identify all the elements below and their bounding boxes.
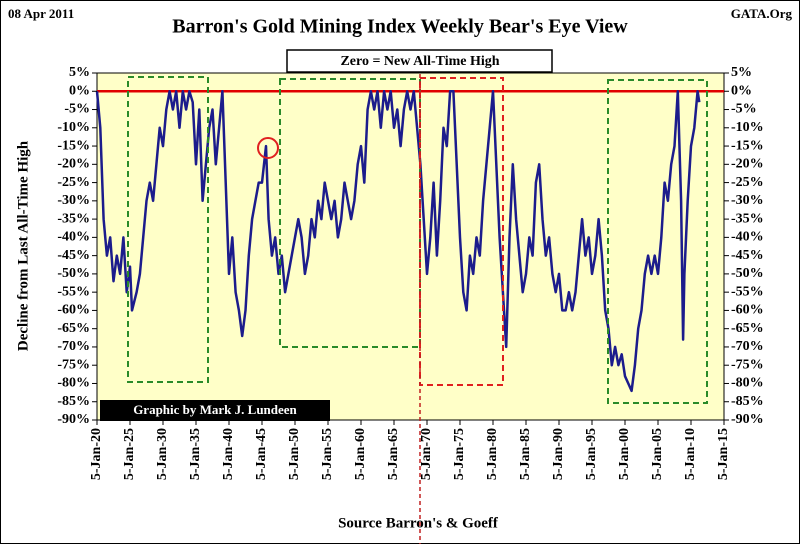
credit-box (100, 400, 330, 421)
plot (95, 90, 724, 393)
y-tick-label: -55% (57, 284, 90, 299)
y2-tick-label: -30% (731, 193, 764, 208)
x-tick-label: 5-Jan-70 (419, 428, 434, 480)
annotation-box (286, 49, 553, 73)
x-tick-label: 5-Jan-00 (617, 428, 632, 480)
y2-tick-label: -90% (731, 412, 764, 427)
annotation-boxes (127, 76, 708, 404)
y2-tick-label: 5% (731, 65, 752, 80)
y2-tick-label: -25% (731, 175, 764, 190)
x-tick-label: 5-Jan-65 (386, 428, 401, 480)
green-box (607, 79, 708, 404)
x-tick-label: 5-Jan-45 (254, 428, 269, 480)
y-tick-label: -70% (57, 339, 90, 354)
y2-tick-label: -15% (731, 138, 764, 153)
x-tick-label: 5-Jan-50 (287, 428, 302, 480)
x-tick-label: 5-Jan-15 (716, 428, 731, 480)
series-line (95, 90, 701, 393)
x-tick-label: 5-Jan-60 (353, 428, 368, 480)
green-box (127, 76, 209, 383)
x-axis-label: Source Barron's & Goeff (338, 515, 499, 531)
y-tick-label: -5% (64, 102, 90, 117)
y2-tick-label: -45% (731, 248, 764, 263)
y2-tick-label: -35% (731, 211, 764, 226)
x-tick-label: 5-Jan-55 (320, 428, 335, 480)
credit: Graphic by Mark J. Lundeen (133, 402, 297, 417)
y2-tick-label: -40% (731, 230, 764, 245)
x-tick-label: 5-Jan-80 (485, 428, 500, 480)
x-tick-label: 5-Jan-20 (89, 428, 104, 480)
y-tick-label: 0% (69, 83, 90, 98)
x-tick-label: 5-Jan-35 (188, 428, 203, 480)
y-tick-label: -10% (57, 120, 90, 135)
y-tick-label: 5% (69, 65, 90, 80)
y-tick-label: -85% (57, 394, 90, 409)
date-label: 08 Apr 2011 (8, 6, 74, 21)
x-tick-label: 5-Jan-25 (122, 428, 137, 480)
y2-tick-label: -65% (731, 321, 764, 336)
y-axis-label: Decline from Last All-Time High (15, 140, 31, 351)
y2-tick-label: -70% (731, 339, 764, 354)
y-tick-label: -35% (57, 211, 90, 226)
red-box (419, 77, 504, 386)
y-tick-label: -15% (57, 138, 90, 153)
y2-tick-label: -20% (731, 157, 764, 172)
plot-area (96, 72, 725, 421)
y2-tick-label: -75% (731, 357, 764, 372)
y-tick-label: -20% (57, 157, 90, 172)
y2-tick-label: -85% (731, 394, 764, 409)
y-tick-label: -75% (57, 357, 90, 372)
y-tick-label: -90% (57, 412, 90, 427)
y-tick-label: -30% (57, 193, 90, 208)
y-tick-label: -40% (57, 230, 90, 245)
y2-tick-label: -50% (731, 266, 764, 281)
y2-tick-label: -80% (731, 376, 764, 391)
x-tick-label: 5-Jan-05 (650, 428, 665, 480)
x-tick-label: 5-Jan-95 (584, 428, 599, 480)
y2-tick-label: -60% (731, 303, 764, 318)
source-label: GATA.Org (731, 6, 793, 21)
x-tick-label: 5-Jan-10 (683, 428, 698, 480)
chart-title: Barron's Gold Mining Index Weekly Bear's… (172, 16, 628, 38)
x-tick-label: 5-Jan-75 (452, 428, 467, 480)
annotation: Zero = New All-Time High (340, 54, 499, 69)
y2-tick-label: 0% (731, 83, 752, 98)
y-tick-label: -45% (57, 248, 90, 263)
x-tick-label: 5-Jan-30 (155, 428, 170, 480)
red-circle (257, 137, 279, 159)
y-tick-label: -25% (57, 175, 90, 190)
y-tick-label: -65% (57, 321, 90, 336)
y2-tick-label: -5% (731, 102, 757, 117)
x-tick-label: 5-Jan-85 (518, 428, 533, 480)
x-tick-label: 5-Jan-40 (221, 428, 236, 480)
y-tick-label: -60% (57, 303, 90, 318)
y2-tick-label: -55% (731, 284, 764, 299)
y-tick-label: -80% (57, 376, 90, 391)
y2-tick-label: -10% (731, 120, 764, 135)
x-tick-label: 5-Jan-90 (551, 428, 566, 480)
y-tick-label: -50% (57, 266, 90, 281)
